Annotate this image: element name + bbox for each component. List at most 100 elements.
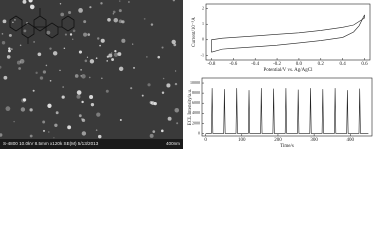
y-tick-label: 10000 (190, 80, 200, 85)
particle (1, 33, 4, 35)
particle (95, 57, 98, 59)
plot-frame (201, 77, 373, 137)
particle (81, 100, 84, 104)
particle (113, 52, 119, 57)
particle (3, 75, 8, 80)
particle (121, 20, 125, 24)
particle (141, 94, 144, 97)
sem-particles (0, 0, 180, 139)
particle (69, 33, 73, 36)
particle (6, 55, 11, 59)
y-tick-label: 4000 (192, 110, 200, 115)
y-tick-label: 0 (198, 130, 200, 135)
particle (171, 39, 176, 45)
particle (117, 52, 122, 56)
particle (10, 48, 13, 51)
particle (101, 77, 103, 80)
y-tick-label: 2 (202, 6, 204, 11)
particle (74, 74, 79, 78)
particle (87, 33, 91, 36)
particle (112, 10, 116, 14)
particle (143, 17, 146, 20)
particle (0, 133, 3, 137)
particle (42, 120, 46, 124)
x-tick-label: 200 (274, 138, 282, 143)
particle (16, 60, 21, 65)
particle (5, 106, 11, 112)
particle (118, 66, 124, 72)
particle (22, 0, 27, 4)
particle (119, 118, 122, 122)
particle (54, 123, 58, 127)
particle (28, 0, 33, 3)
particle (59, 69, 61, 72)
particle (76, 94, 81, 99)
particle (107, 17, 111, 22)
particle (89, 94, 94, 100)
particle (76, 90, 82, 95)
x-tick-label: 0.4 (340, 62, 347, 67)
particle (83, 32, 88, 37)
particle (23, 29, 27, 33)
particle (8, 49, 11, 53)
particle (118, 19, 123, 24)
particle (110, 52, 113, 54)
data-line (211, 14, 365, 53)
particle (96, 112, 101, 117)
particle (80, 69, 82, 71)
particle (98, 134, 102, 139)
x-tick-label: 300 (310, 138, 318, 143)
particle (19, 44, 22, 47)
x-axis-title: Potential/V vs. Ag/AgCl (264, 68, 314, 73)
x-tick-label: -0.8 (208, 62, 216, 67)
particle (119, 0, 121, 2)
particle (95, 129, 98, 131)
particle (149, 133, 154, 138)
particle (106, 55, 109, 58)
particle (37, 52, 42, 57)
particle (53, 137, 55, 139)
particle (81, 74, 86, 79)
particle (121, 38, 126, 43)
particle (161, 91, 165, 94)
particle (8, 47, 11, 50)
particle (173, 43, 177, 47)
x-tick-label: 0.6 (361, 62, 368, 67)
particle (97, 37, 100, 40)
y-tick-label: 1 (202, 21, 204, 26)
particle (132, 43, 134, 45)
x-tick-label: 0.2 (318, 62, 325, 67)
particle (30, 4, 32, 6)
particle (150, 23, 154, 26)
particle (78, 50, 83, 54)
particle (167, 116, 172, 121)
x-tick-label: 0.0 (296, 62, 303, 67)
particle (90, 103, 95, 107)
particle (111, 58, 115, 61)
particle (19, 58, 25, 64)
particle (89, 59, 95, 64)
particle (48, 131, 50, 133)
particle (86, 56, 89, 58)
particle (100, 2, 103, 5)
particle (62, 86, 64, 88)
particle (84, 59, 88, 63)
particle (172, 0, 176, 2)
x-axis-title: Time/s (280, 144, 294, 149)
particle (33, 41, 35, 43)
particle (157, 55, 161, 59)
particle (42, 70, 47, 74)
particle (166, 83, 171, 88)
particle (100, 38, 105, 43)
particle (72, 38, 74, 40)
particle (42, 129, 46, 132)
particle (46, 30, 51, 35)
particle (130, 87, 133, 90)
y-tick-label: 2000 (192, 120, 200, 125)
particle (29, 134, 33, 138)
particle (176, 122, 179, 125)
particle (174, 70, 177, 72)
particle (113, 17, 119, 23)
y-tick-label: 6000 (192, 100, 200, 105)
particle (161, 46, 164, 49)
